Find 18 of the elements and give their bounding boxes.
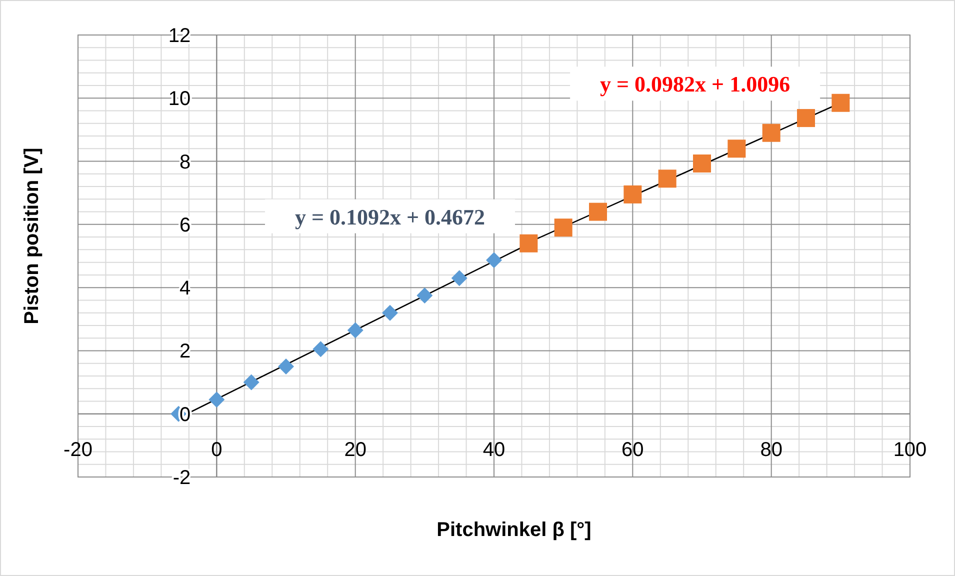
x-axis-title: Pitchwinkel β [°]: [436, 519, 592, 541]
x-tick-label: 80: [760, 438, 782, 461]
y-axis-title: Piston position [V]: [21, 148, 43, 324]
x-tick-label: 20: [344, 438, 366, 461]
y-tick-label: 6: [180, 214, 191, 236]
x-tick-label: 60: [622, 438, 644, 461]
x-tick-label: 40: [482, 438, 506, 461]
x-tick-label: 100: [893, 438, 927, 461]
y-tick-label: 12: [168, 25, 191, 47]
annotation: y = 0.0982x + 1.0096: [600, 72, 790, 97]
y-tick-label: -2: [172, 467, 191, 489]
y-tick-label: 10: [168, 88, 191, 110]
y-tick-label: 2: [180, 340, 191, 363]
y-tick-label: 8: [180, 151, 191, 174]
annotation: y = 0.1092x + 0.4672: [294, 204, 486, 230]
x-tick-label: 0: [211, 438, 222, 461]
x-tick-label: -20: [64, 438, 92, 461]
y-tick-label: 4: [180, 278, 191, 300]
